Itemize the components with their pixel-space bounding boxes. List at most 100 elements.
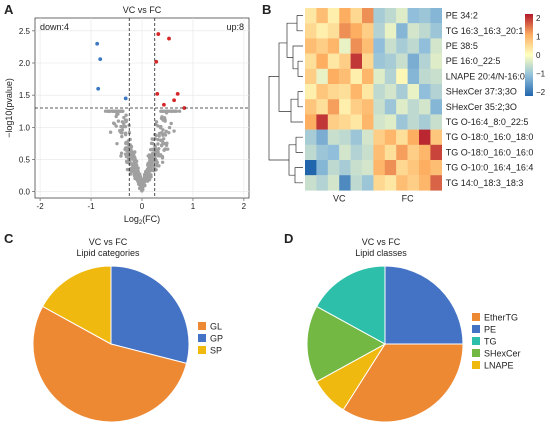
point-ns — [114, 124, 118, 128]
point-ns — [168, 109, 173, 113]
point-up — [154, 59, 159, 64]
point-ns — [164, 129, 168, 133]
point-ns — [147, 167, 152, 171]
legend-label: PE — [484, 325, 496, 335]
heatmap-cell — [430, 129, 442, 145]
legend-label: GL — [210, 322, 222, 332]
heatmap-cell — [384, 175, 397, 191]
point-ns — [151, 141, 155, 146]
heatmap-cell — [419, 144, 431, 161]
heatmap-row-label: TG O-10:0_16:4_16:4 — [446, 163, 534, 173]
point-ns — [123, 131, 128, 135]
heatmap-cell — [407, 8, 420, 24]
point-ns — [132, 160, 137, 164]
volcano-up-count: up:8 — [226, 22, 244, 32]
heatmap-cell — [316, 175, 328, 191]
point-ns — [133, 155, 137, 160]
heatmap-cell — [396, 114, 408, 130]
heatmap-cell — [430, 8, 442, 24]
pie-d-legend: EtherTG PE TG SHexCer LNAPE — [472, 313, 521, 371]
point-ns — [174, 109, 179, 113]
dendrogram-branch — [297, 91, 303, 108]
legend-label: SHexCer — [484, 349, 521, 359]
y-tick-label: 1.0 — [19, 123, 31, 132]
point-ns — [163, 133, 168, 137]
heatmap-cell — [339, 129, 351, 145]
heatmap-cell — [350, 114, 363, 130]
point-ns — [124, 113, 128, 117]
point-ns — [147, 153, 152, 157]
heatmap-cell — [316, 160, 328, 176]
heatmap-cell — [339, 175, 351, 191]
legend-swatch — [472, 361, 480, 369]
dendrogram-branch — [286, 22, 297, 58]
heatmap-cell — [362, 68, 374, 85]
point-ns — [140, 187, 144, 192]
pie-d-slices — [306, 265, 464, 423]
heatmap-cell — [327, 84, 340, 100]
panel-label-c: C — [4, 231, 14, 246]
heatmap-cells — [305, 8, 442, 191]
heatmap-cell — [316, 8, 328, 24]
heatmap-cell — [373, 114, 385, 130]
heatmap-cell — [305, 68, 317, 85]
point-ns — [134, 163, 139, 168]
point-ns — [157, 164, 161, 168]
point-ns — [135, 166, 139, 171]
heatmap-cell — [430, 114, 442, 130]
heatmap-cell — [305, 129, 317, 145]
point-ns — [144, 177, 148, 182]
heatmap-cell — [407, 68, 420, 85]
point-ns — [127, 145, 131, 149]
heatmap-cell — [419, 23, 431, 39]
y-tick-label: 2.0 — [19, 59, 31, 68]
point-up — [155, 91, 160, 96]
volcano-y-axis-label: −log10(pvalue) — [4, 78, 14, 138]
heatmap-cell — [339, 160, 351, 176]
point-ns — [154, 120, 159, 124]
heatmap-cell — [407, 175, 420, 191]
dendrogram-branch — [296, 15, 303, 32]
heatmap-cell — [350, 144, 363, 161]
heatmap-cell — [407, 84, 420, 100]
point-ns — [156, 124, 160, 128]
point-ns — [120, 134, 124, 139]
heatmap-cell — [305, 175, 317, 191]
heatmap-cell — [362, 144, 374, 161]
point-ns — [142, 180, 146, 184]
point-ns — [126, 142, 130, 146]
volcano-thresholds — [35, 18, 249, 198]
point-ns — [126, 153, 131, 157]
point-ns — [111, 121, 116, 125]
point-ns — [167, 130, 171, 135]
heatmap-cell — [316, 23, 328, 39]
point-up — [167, 36, 171, 41]
heatmap-cell — [362, 160, 374, 176]
dendrogram-branch — [278, 42, 291, 112]
point-up — [162, 102, 166, 107]
point-ns — [157, 134, 161, 138]
heatmap-row-label: TG 16:3_16:3_20:1 — [446, 26, 524, 36]
heatmap-cell — [384, 8, 397, 24]
point-ns — [116, 109, 120, 113]
heatmap-cell — [373, 144, 385, 161]
heatmap-cell — [362, 38, 374, 54]
heatmap-cell — [419, 84, 431, 100]
heatmap-cell — [327, 53, 340, 69]
point-ns — [150, 137, 154, 141]
point-down — [95, 41, 100, 46]
heatmap-cell — [430, 84, 442, 100]
heatmap-cell — [339, 68, 351, 85]
point-ns — [115, 141, 119, 146]
heatmap-row-label: PE 38:5 — [446, 41, 478, 51]
point-ns — [169, 121, 173, 126]
point-ns — [147, 177, 152, 182]
heatmap-row-label: TG O-18:0_16:0_18:0 — [446, 132, 534, 142]
x-tick-label: 0 — [140, 202, 145, 211]
legend-label: EtherTG — [484, 313, 518, 323]
point-ns — [103, 109, 108, 113]
point-ns — [160, 115, 164, 119]
volcano-x-axis-label: Log2(FC) — [124, 214, 160, 226]
heatmap-cell — [396, 144, 408, 161]
